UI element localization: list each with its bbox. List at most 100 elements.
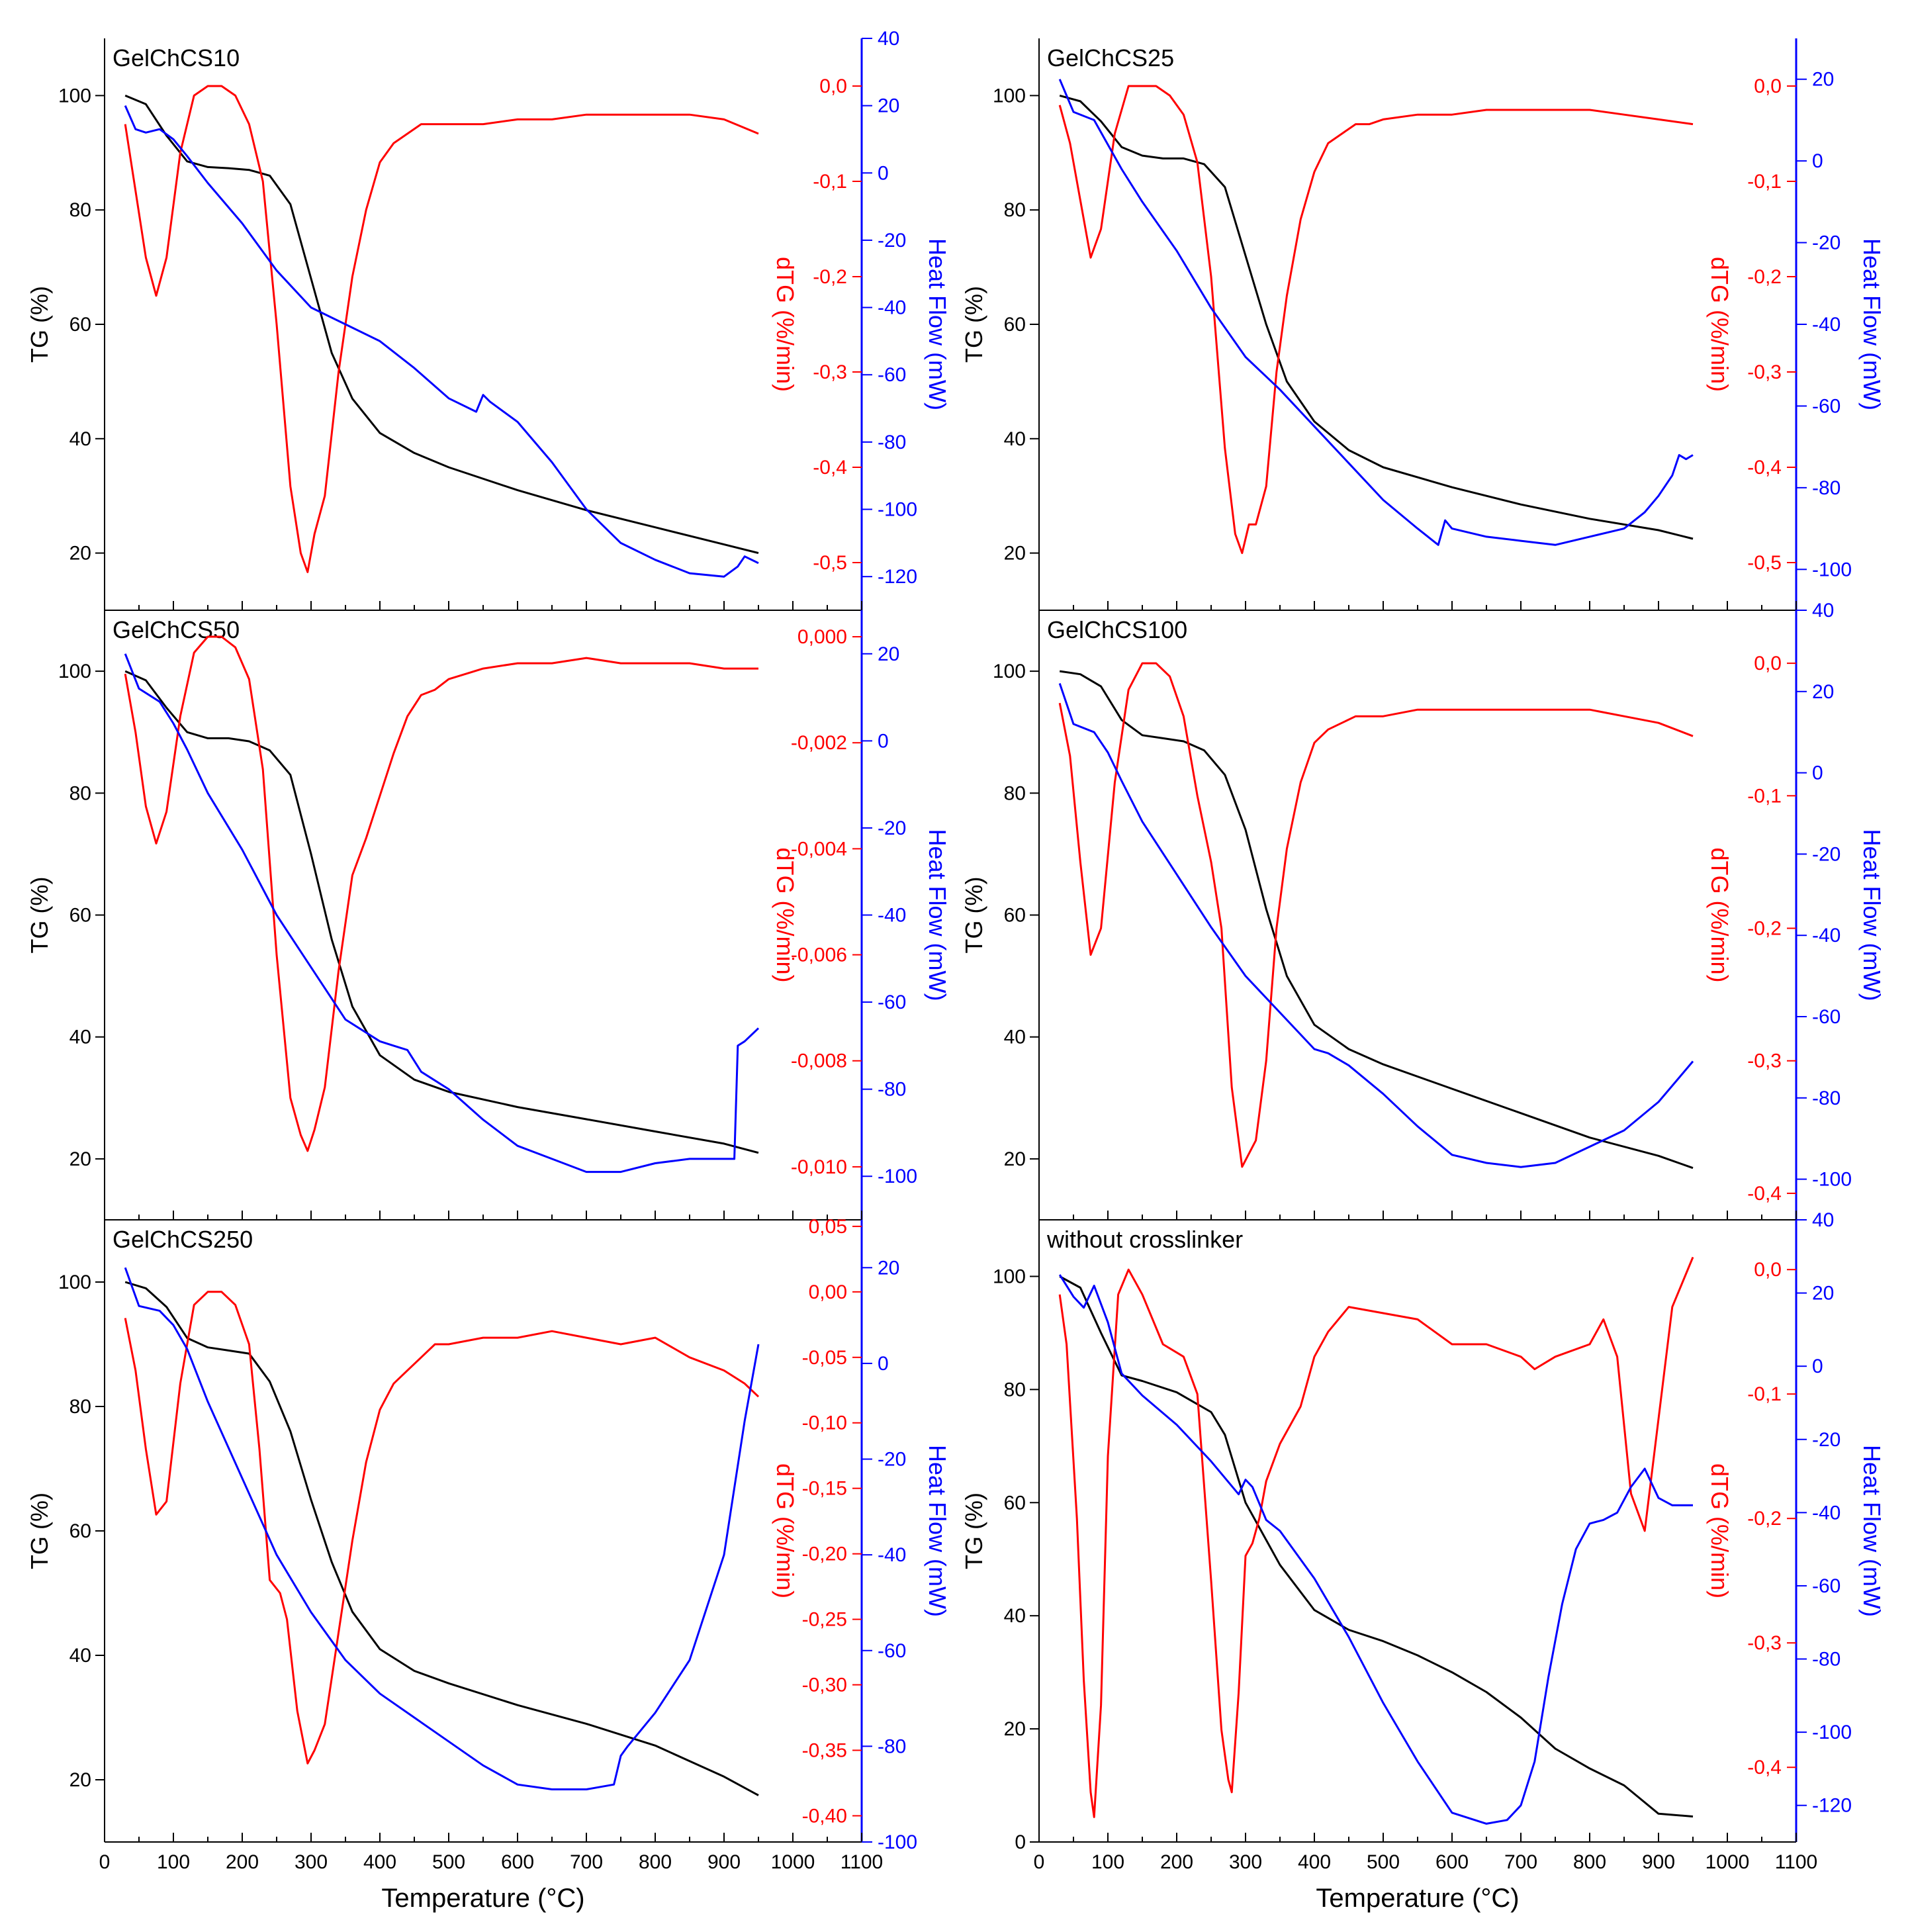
heatflow-tick-label: 0 (1812, 1356, 1823, 1377)
series-heat-flow (124, 1267, 760, 1790)
heatflow-tick-label: -120 (878, 566, 917, 588)
series-tg (1059, 94, 1694, 540)
heatflow-axis-label: Heat Flow (mW) (924, 238, 951, 410)
series-heat-flow (1058, 683, 1694, 1168)
heatflow-tick-label: -80 (1812, 477, 1841, 499)
y-tick-label: 100 (58, 661, 91, 682)
dtg-axis-label: dTG (%/min) (772, 257, 799, 392)
heatflow-tick-label: 40 (1812, 600, 1834, 621)
panel-title: GelChCS100 (1047, 616, 1187, 643)
dtg-tick-label: -0,004 (791, 838, 847, 860)
heatflow-tick-label: -80 (1812, 1087, 1841, 1109)
dtg-tick-label: -0,2 (1747, 266, 1782, 288)
heatflow-tick-label: -100 (1812, 559, 1852, 580)
chart-panel-3: 20 40 60 80 100 0,000 -0,002 -0,004 -0,006 -0,008… (26, 610, 951, 1220)
heatflow-tick-label: -40 (878, 1544, 906, 1566)
y-tick-label: 20 (1004, 1718, 1026, 1740)
heatflow-tick-label: 40 (1812, 1209, 1834, 1231)
heatflow-tick-label: -100 (878, 1166, 917, 1187)
dtg-tick-label: 0,05 (809, 1216, 847, 1238)
y-tick-label: 80 (69, 782, 91, 804)
y-tick-label: 60 (1004, 1492, 1026, 1514)
y-tick-label: 40 (1004, 1605, 1026, 1627)
series-heat-flow (124, 653, 760, 1173)
heatflow-tick-label: -60 (878, 364, 906, 386)
dtg-tick-label: 0,0 (1754, 1259, 1782, 1281)
y-tick-label: 40 (69, 1027, 91, 1048)
series-tg (1059, 1275, 1694, 1817)
y-tick-label: 0 (1015, 1831, 1026, 1853)
heatflow-tick-label: -100 (878, 499, 917, 521)
y-tick-label: 40 (69, 428, 91, 450)
x-tick-label: 0 (1034, 1851, 1045, 1873)
series-dtg (124, 1291, 760, 1765)
dtg-tick-label: -0,3 (1747, 1632, 1782, 1654)
x-tick-label: 100 (1091, 1851, 1124, 1873)
heatflow-tick-label: 0 (1812, 150, 1823, 172)
y-tick-label: 80 (1004, 782, 1026, 804)
dtg-axis-label: dTG (%/min) (772, 847, 799, 982)
heatflow-tick-label: -80 (878, 1735, 906, 1757)
heatflow-tick-label: 20 (878, 1257, 899, 1279)
heatflow-tick-label: -20 (878, 1449, 906, 1471)
heatflow-axis-label: Heat Flow (mW) (924, 829, 951, 1001)
dtg-tick-label: -0,2 (1747, 918, 1782, 940)
y-tick-label: 80 (1004, 199, 1026, 221)
y-tick-label: 40 (1004, 1027, 1026, 1048)
x-tick-label: 1100 (841, 1851, 884, 1873)
dtg-axis-label: dTG (%/min) (1706, 847, 1733, 982)
x-tick-label: 800 (1573, 1851, 1606, 1873)
dtg-tick-label: -0,30 (802, 1675, 847, 1696)
heatflow-tick-label: -100 (1812, 1169, 1852, 1191)
chart-panel-2: 20 40 60 80 100 0,0 -0,1 -0,2 -0,3 -0,4 -0,5 20 0 -20… (960, 38, 1886, 611)
tg-axis-label: TG (%) (960, 1493, 987, 1569)
series-heat-flow (1058, 1274, 1693, 1825)
heatflow-tick-label: 0 (878, 162, 889, 184)
dtg-tick-label: -0,3 (1747, 361, 1782, 383)
y-tick-label: 20 (69, 1148, 91, 1170)
y-tick-label: 20 (1004, 543, 1026, 565)
y-tick-label: 100 (993, 661, 1026, 682)
x-tick-label: 0 (99, 1851, 111, 1873)
heatflow-tick-label: -60 (1812, 1006, 1841, 1028)
y-tick-label: 80 (69, 199, 91, 221)
y-tick-label: 60 (69, 1520, 91, 1542)
dtg-tick-label: 0,0 (819, 75, 847, 97)
x-tick-label: 800 (639, 1851, 672, 1873)
series-dtg (1058, 85, 1694, 555)
tg-axis-label: TG (%) (960, 286, 987, 363)
heatflow-tick-label: -40 (1812, 925, 1841, 946)
panel-title: GelChCS25 (1047, 44, 1174, 71)
x-tick-label: 600 (1435, 1851, 1469, 1873)
series-heat-flow (1058, 79, 1694, 546)
dtg-tick-label: -0,008 (791, 1050, 847, 1072)
y-tick-label: 20 (69, 543, 91, 565)
x-tick-label: 200 (226, 1851, 259, 1873)
dtg-tick-label: 0,0 (1754, 75, 1782, 97)
heatflow-tick-label: 0 (878, 730, 889, 752)
y-tick-label: 100 (58, 85, 91, 107)
y-tick-label: 20 (1004, 1148, 1026, 1170)
x-tick-label: 1100 (1775, 1851, 1818, 1873)
heatflow-axis-label: Heat Flow (mW) (924, 1445, 951, 1617)
x-tick-label: 500 (1367, 1851, 1400, 1873)
x-tick-label: 200 (1160, 1851, 1193, 1873)
heatflow-tick-label: -20 (1812, 843, 1841, 865)
dtg-tick-label: -0,006 (791, 944, 847, 966)
heatflow-tick-label: 0 (878, 1353, 889, 1375)
heatflow-tick-label: -80 (1812, 1649, 1841, 1671)
heatflow-tick-label: -20 (1812, 232, 1841, 254)
y-tick-label: 100 (993, 85, 1026, 107)
heatflow-tick-label: -40 (1812, 314, 1841, 336)
chart-panel-5: 0 100 200 300 400 500 600 700 800 900 1000 11002040… (26, 1216, 951, 1913)
heatflow-tick-label: -40 (878, 905, 906, 927)
heatflow-tick-label: 20 (878, 643, 899, 665)
panel-title: GelChCS250 (113, 1226, 253, 1253)
tg-axis-label: TG (%) (26, 877, 53, 954)
dtg-tick-label: -0,20 (802, 1543, 847, 1565)
dtg-tick-label: -0,1 (1747, 785, 1782, 807)
tg-axis-label: TG (%) (26, 286, 53, 363)
y-tick-label: 80 (1004, 1379, 1026, 1401)
heatflow-tick-label: 0 (1812, 762, 1823, 784)
